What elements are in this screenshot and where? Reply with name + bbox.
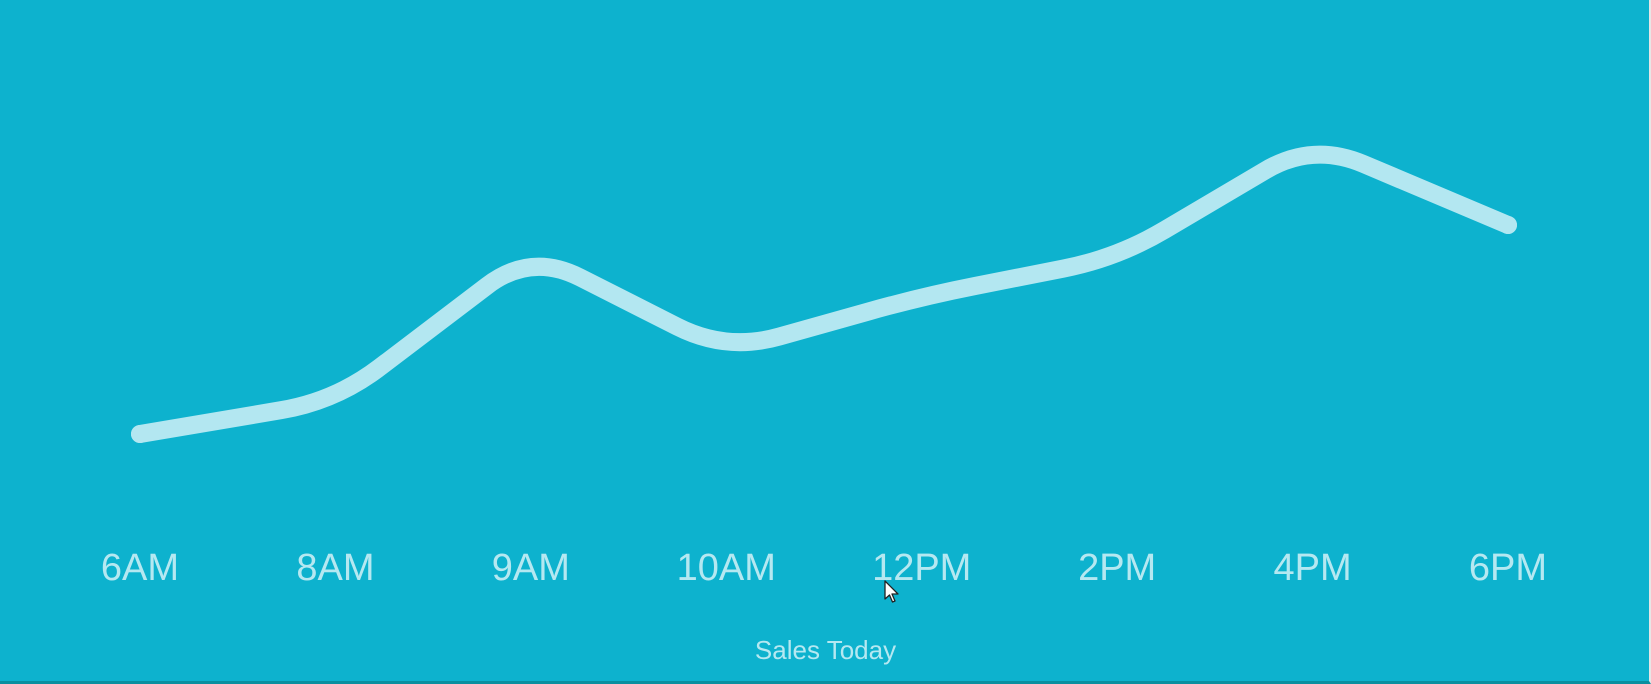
x-tick-label-8am: 8AM xyxy=(296,547,374,589)
sales-series-line xyxy=(131,145,1517,443)
x-tick-label-6pm: 6PM xyxy=(1469,547,1547,589)
data-point-6am xyxy=(131,425,149,443)
x-tick-label-10am: 10AM xyxy=(677,547,776,589)
data-point-6pm xyxy=(1499,216,1517,234)
x-tick-label-9am: 9AM xyxy=(492,547,570,589)
x-tick-label-12pm: 12PM xyxy=(872,547,971,589)
x-tick-label-6am: 6AM xyxy=(101,547,179,589)
x-axis-tick-labels: 6AM 8AM 9AM 10AM 12PM 2PM 4PM 6PM xyxy=(101,547,1547,589)
series-line-layer xyxy=(131,145,1517,443)
mouse-cursor-icon xyxy=(884,580,899,603)
x-axis-label: Sales Today xyxy=(754,635,897,665)
x-tick-label-4pm: 4PM xyxy=(1274,547,1352,589)
x-tick-label-2pm: 2PM xyxy=(1078,547,1156,589)
